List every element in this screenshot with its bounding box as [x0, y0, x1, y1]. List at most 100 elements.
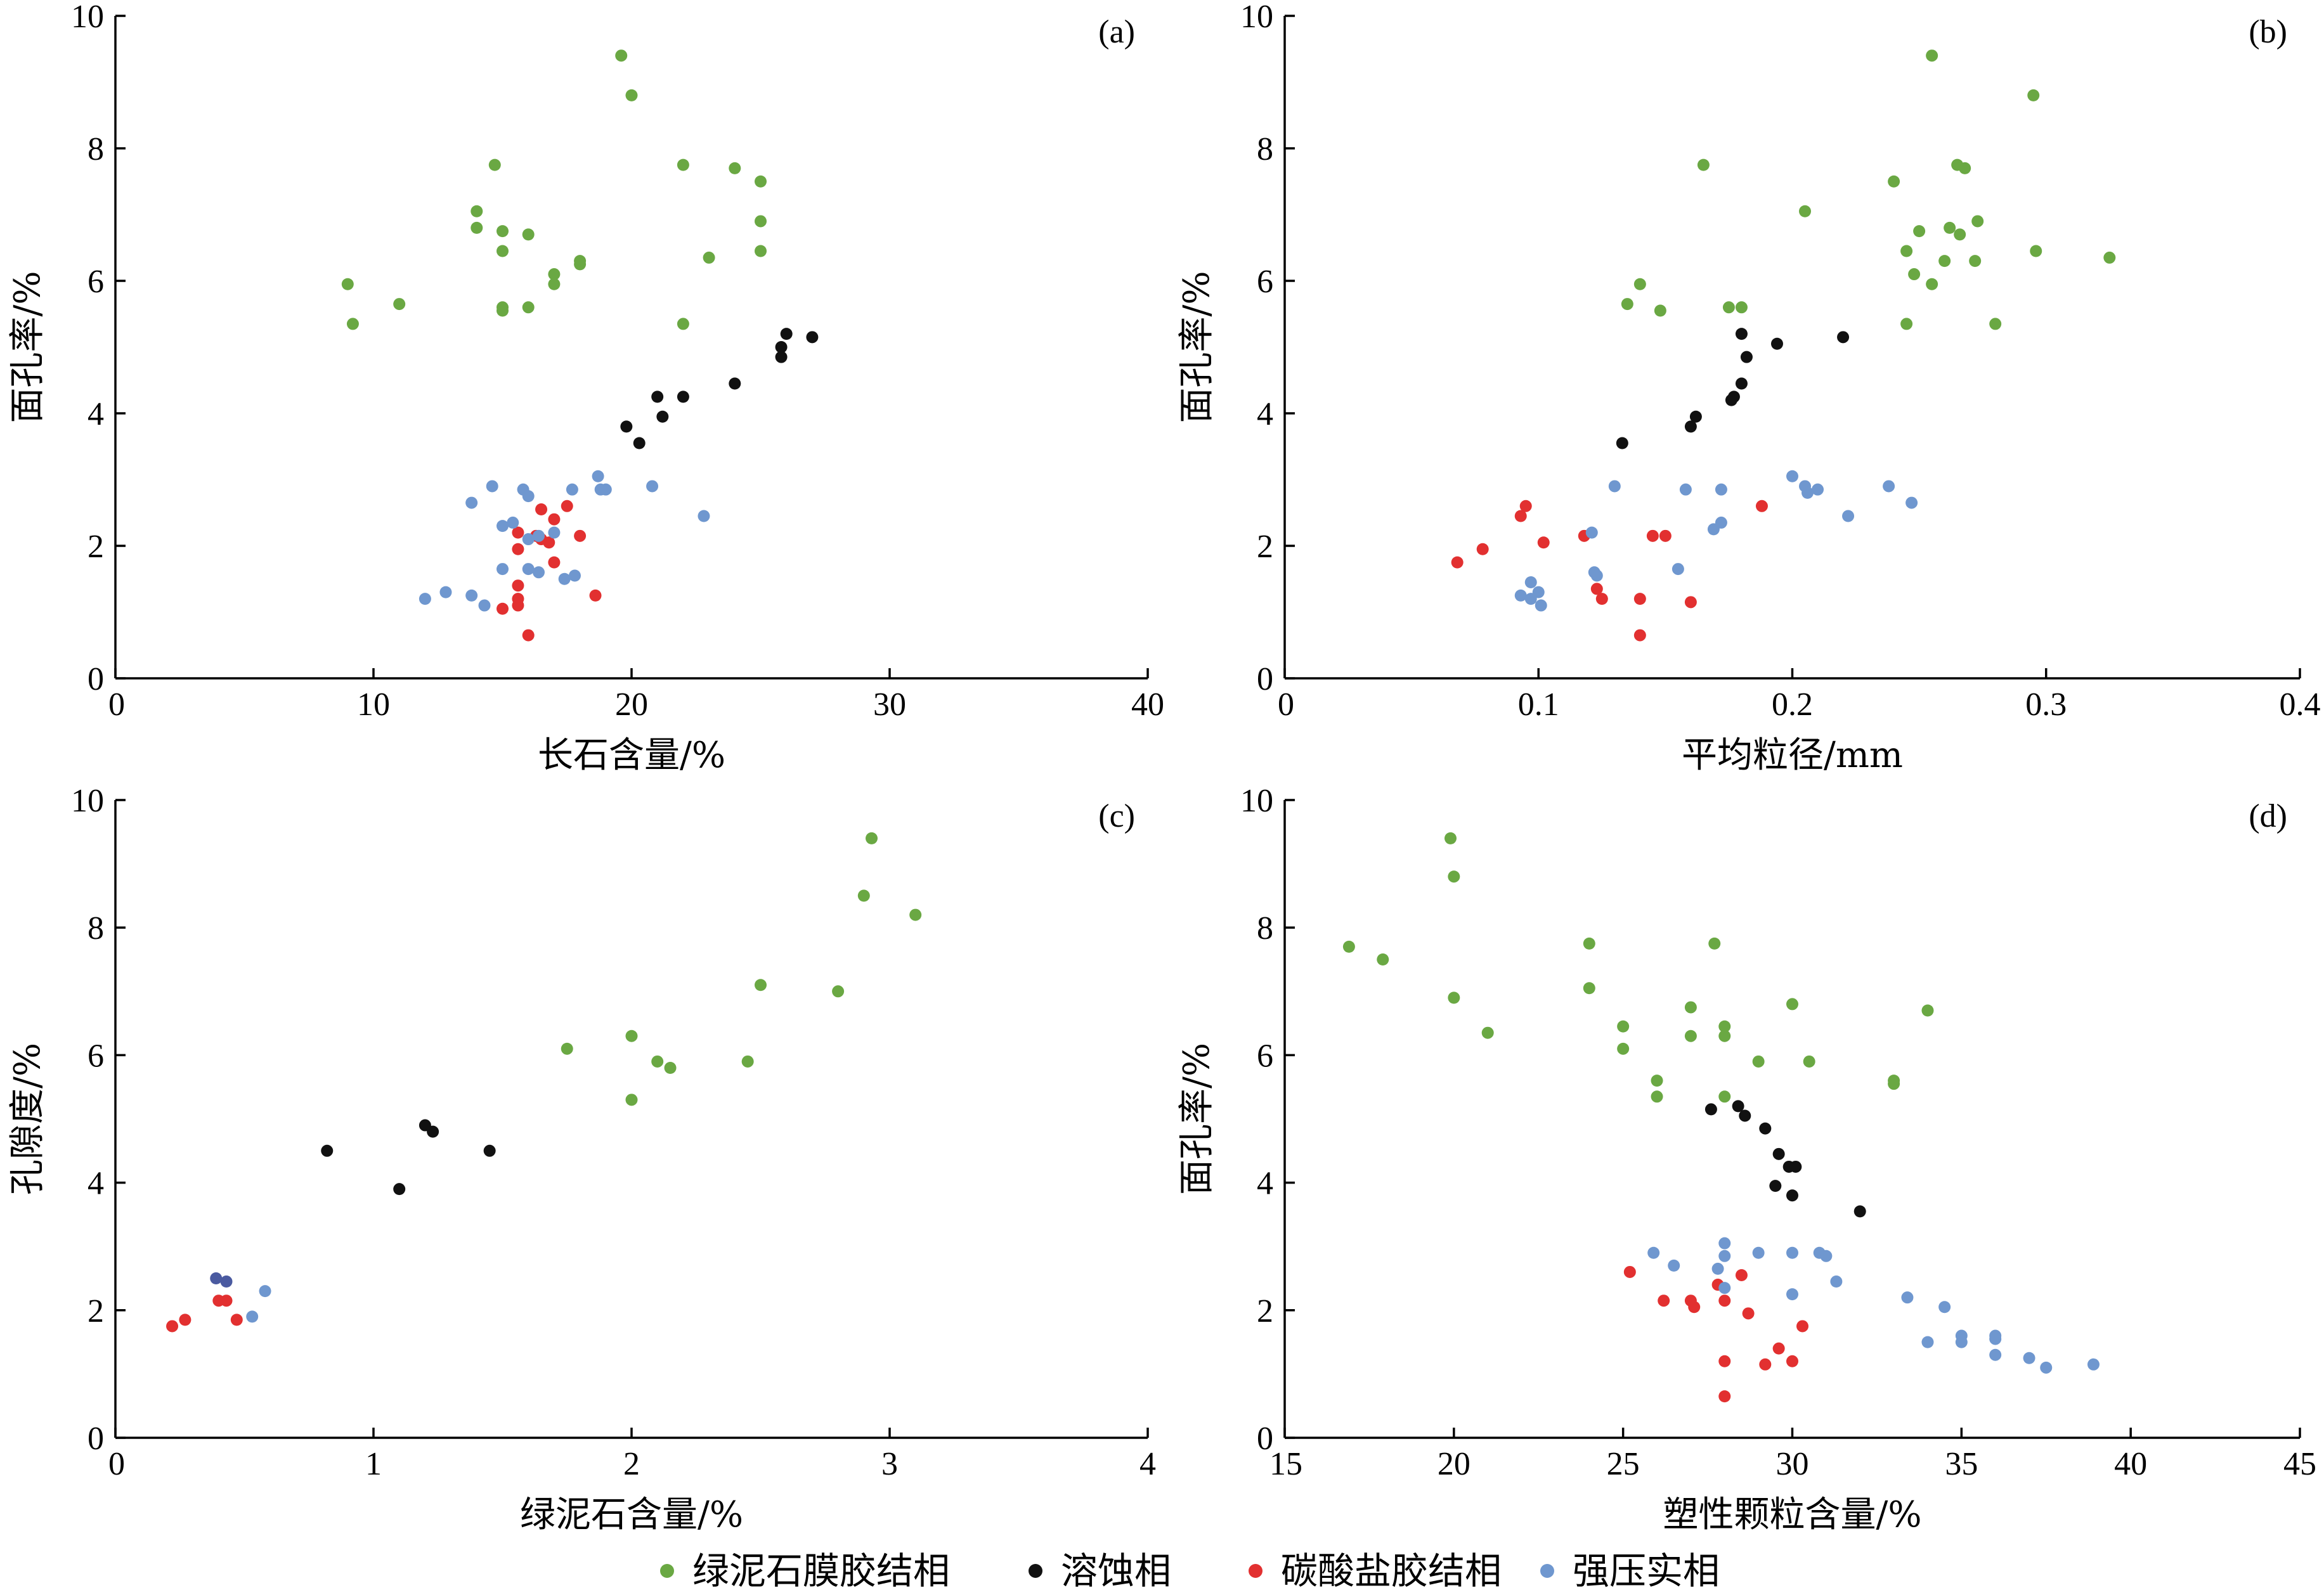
x-tick-label: 2: [623, 1446, 640, 1482]
data-point: [755, 979, 767, 991]
x-tick-label: 15: [1269, 1446, 1302, 1482]
y-tick-label: 2: [88, 1293, 104, 1329]
data-point: [522, 490, 535, 503]
data-point: [512, 599, 524, 612]
data-point: [2030, 245, 2042, 257]
x-tick-label: 20: [615, 687, 648, 723]
data-point: [1633, 629, 1646, 642]
data-point: [497, 563, 509, 576]
data-point: [1820, 1250, 1833, 1262]
data-point: [664, 1062, 677, 1075]
data-point: [1786, 1288, 1798, 1301]
data-point: [2023, 1352, 2035, 1364]
x-tick-label: 1: [365, 1446, 382, 1482]
data-point: [522, 563, 535, 576]
data-point: [615, 49, 628, 62]
data-point: [465, 496, 478, 509]
data-point: [729, 377, 741, 390]
x-axis-title: 平均粒径/mm: [1682, 735, 1903, 776]
y-tick-label: 0: [1257, 661, 1273, 697]
legend-marker: [1029, 1564, 1042, 1578]
data-point: [594, 483, 607, 496]
data-point: [439, 586, 452, 598]
data-point: [465, 589, 478, 602]
data-point: [1715, 483, 1727, 496]
data-point: [1989, 1348, 2002, 1361]
x-tick-label: 0: [108, 687, 125, 723]
data-point: [1735, 328, 1748, 340]
data-point: [522, 228, 535, 241]
data-point: [548, 526, 561, 539]
data-point: [1786, 998, 1798, 1011]
series-4: [1514, 470, 1918, 612]
data-point: [566, 483, 578, 496]
series-4: [419, 470, 710, 612]
data-point: [1752, 1055, 1765, 1068]
data-point: [346, 318, 359, 330]
y-tick-label: 4: [88, 1166, 104, 1202]
y-tick-label: 4: [1257, 396, 1273, 432]
series-2: [620, 328, 819, 449]
y-tick-label: 8: [88, 910, 104, 946]
x-tick-label: 0: [1278, 687, 1294, 723]
data-point: [1718, 1237, 1731, 1250]
panel-tag: (d): [2249, 798, 2287, 834]
data-point: [1786, 1246, 1798, 1259]
data-point: [1684, 1030, 1697, 1042]
data-point: [1514, 510, 1527, 522]
data-point: [625, 89, 638, 101]
data-point: [561, 500, 573, 512]
series-3: [1451, 500, 1768, 642]
series-5: [210, 1272, 233, 1288]
data-point: [1769, 1180, 1782, 1192]
y-axis-title: 面孔率/%: [1176, 271, 1217, 423]
series-4: [246, 1285, 271, 1323]
data-point: [1595, 593, 1608, 605]
data-point: [646, 480, 659, 493]
panel-tag: (b): [2249, 14, 2287, 50]
x-tick-label: 0.3: [2025, 687, 2067, 723]
data-point: [909, 908, 922, 921]
panel-a: 0 10 20 30 40 0 2 4 6 8 10 (a) 长石含量/% 面孔率/%: [7, 0, 1164, 776]
legend-label: 碳酸盐胶结相: [1281, 1549, 1502, 1592]
data-point: [548, 278, 561, 290]
data-point: [1646, 529, 1659, 542]
series-2: [1616, 328, 1850, 449]
y-tick-label: 8: [1257, 131, 1273, 167]
data-point: [1742, 1307, 1755, 1320]
data-point: [419, 593, 431, 605]
data-point: [1900, 318, 1913, 330]
data-point: [1755, 500, 1768, 512]
data-point: [729, 162, 741, 174]
y-tick-label: 2: [1257, 1293, 1273, 1329]
x-tick-label: 0.4: [2280, 687, 2321, 723]
data-point: [1772, 1342, 1785, 1355]
data-point: [341, 278, 354, 290]
data-point: [1759, 1122, 1772, 1135]
data-point: [1735, 301, 1748, 314]
y-tick-label: 0: [88, 661, 104, 697]
data-point: [1583, 982, 1595, 995]
data-point: [1954, 228, 1966, 241]
series-1: [341, 49, 767, 330]
y-tick-label: 10: [1240, 0, 1273, 35]
data-point: [1623, 1265, 1636, 1278]
data-point: [497, 602, 509, 615]
data-point: [741, 1055, 754, 1068]
data-point: [1524, 593, 1537, 605]
data-point: [1608, 480, 1621, 493]
data-point: [1524, 576, 1537, 588]
data-point: [1837, 331, 1850, 344]
panel-b: 0 0.1 0.2 0.3 0.4 0 2 4 6 8 10 (b) 平均粒径/mm 面孔率/%: [1176, 0, 2321, 776]
data-point: [1921, 1336, 1934, 1348]
panel-tag: (c): [1098, 798, 1135, 834]
data-point: [393, 298, 406, 311]
data-point: [1684, 420, 1697, 433]
x-tick-label: 40: [2114, 1446, 2147, 1482]
data-point: [1633, 278, 1646, 290]
data-point: [755, 245, 767, 257]
legend-label: 溶蚀相: [1061, 1549, 1171, 1592]
data-point: [589, 589, 602, 602]
data-point: [427, 1125, 439, 1138]
data-point: [1752, 1246, 1765, 1259]
